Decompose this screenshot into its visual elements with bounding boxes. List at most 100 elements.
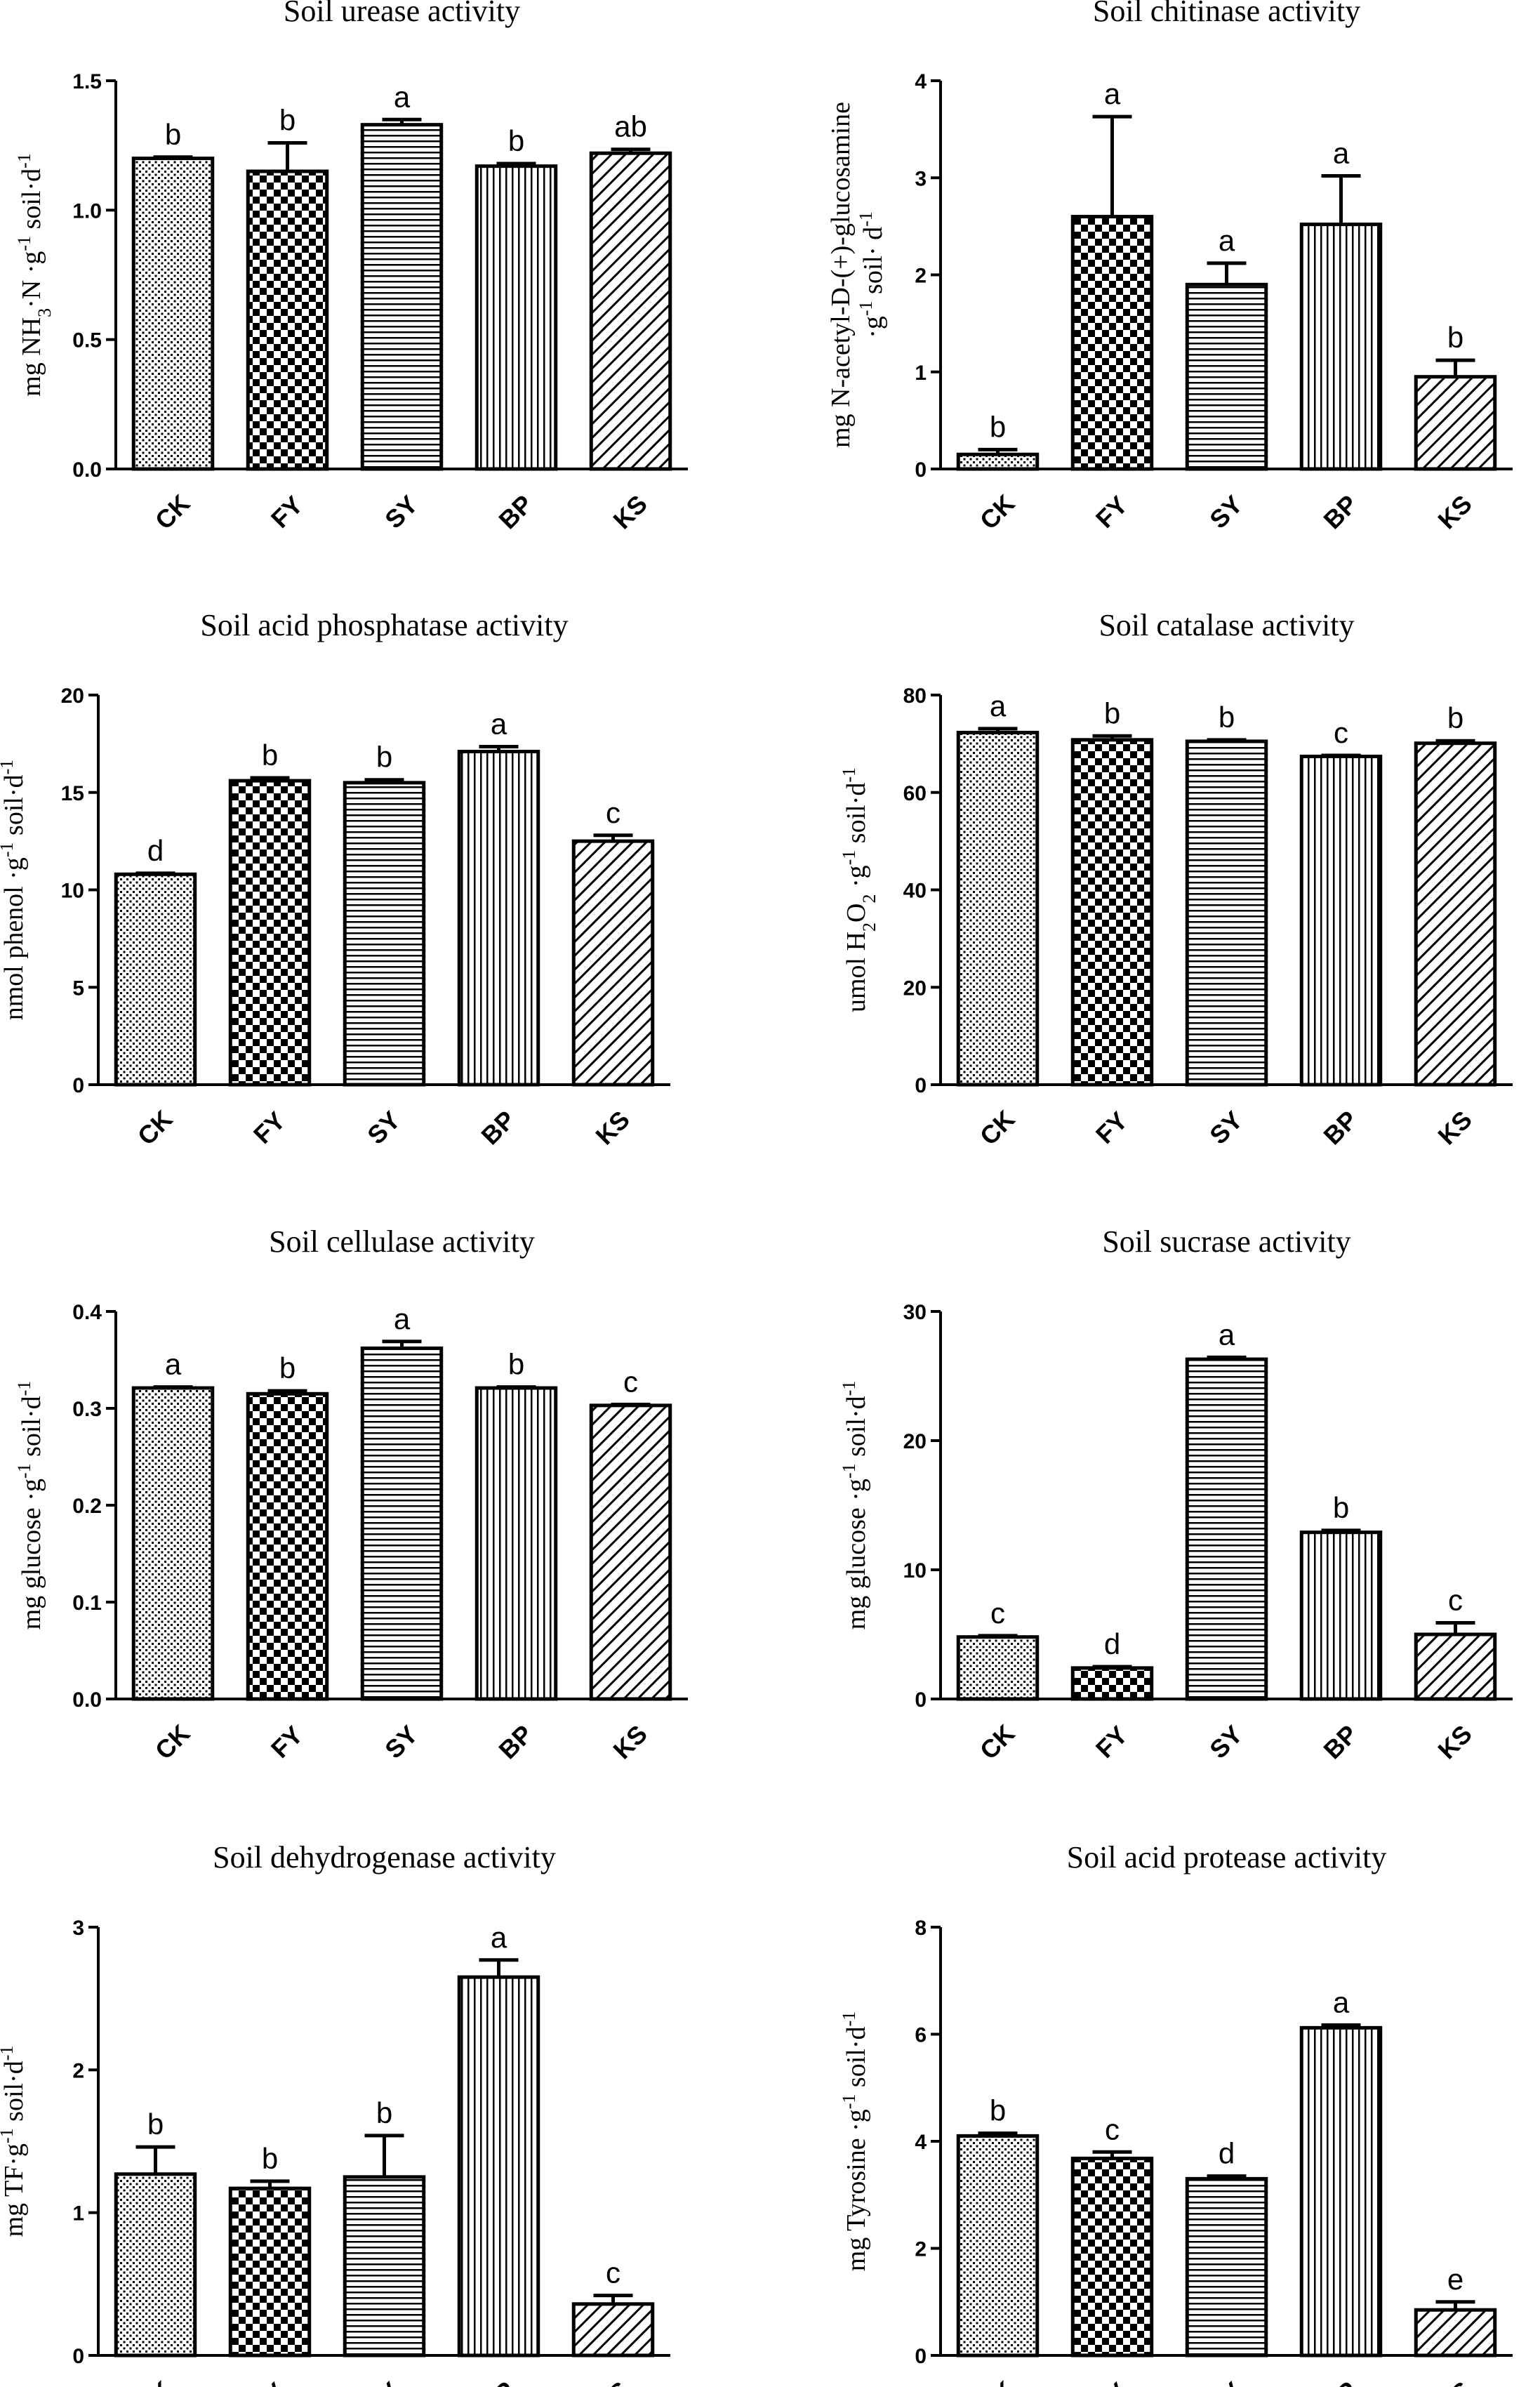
- x-tick-label-fy: FY: [1090, 490, 1134, 534]
- error-bar-fy: [1092, 734, 1132, 740]
- y-axis-label-part: -1: [839, 2011, 859, 2027]
- y-axis-label-part: -1: [856, 300, 876, 316]
- error-bar-sy: [1207, 738, 1247, 742]
- bar-bp: [457, 1975, 540, 2358]
- y-tick-label: 0: [915, 1688, 927, 1712]
- bar-bp: [457, 749, 540, 1087]
- y-axis-label-part: mg Tyrosine ·g: [842, 2109, 871, 2271]
- y-axis-label-part: soil·d: [0, 2061, 29, 2128]
- significance-letter: c: [1334, 716, 1348, 749]
- error-bar-ks: [1435, 358, 1475, 377]
- y-tick-label: 6: [915, 2024, 927, 2047]
- bar-sy: [360, 1346, 444, 1701]
- y-axis-label-part: -1: [839, 1463, 859, 1479]
- y-axis-label-part: -1: [14, 236, 34, 251]
- error-bar-ck: [978, 2131, 1018, 2136]
- significance-letter: a: [491, 1921, 507, 1954]
- y-axis-label-part: ·g: [858, 316, 888, 338]
- significance-letter: b: [1219, 701, 1235, 734]
- x-tick-label-bp: BP: [475, 1105, 520, 1150]
- y-tick-label: 0.2: [72, 1495, 102, 1518]
- significance-letter: d: [1104, 1627, 1120, 1660]
- y-tick-label: 4: [915, 2131, 927, 2154]
- y-axis-label-part: 2: [859, 894, 879, 904]
- y-axis-label: mg TF·g-1 soil·d-1: [0, 2046, 29, 2237]
- chart-title: Soil catalase activity: [1098, 608, 1354, 642]
- y-axis-label-part: soil·d: [17, 168, 46, 236]
- significance-letter: a: [394, 1302, 411, 1335]
- y-axis-label: ·g-1 soil· d-1: [856, 211, 889, 338]
- x-tick-label-fy: FY: [265, 490, 309, 534]
- error-bar-bp: [1321, 2023, 1361, 2028]
- x-tick-label-sy: SY: [1204, 2376, 1248, 2387]
- significance-letter: a: [394, 80, 411, 113]
- error-bar-ck: [978, 1634, 1018, 1638]
- error-bar-bp: [496, 161, 536, 166]
- bar-ks: [1414, 1632, 1497, 1701]
- significance-letter: c: [1448, 1583, 1463, 1616]
- y-axis-label-part: -1: [0, 760, 17, 775]
- y-tick-label: 1: [915, 362, 927, 385]
- y-axis-label-part: soil·d: [17, 1396, 46, 1463]
- significance-letter: b: [1447, 701, 1463, 734]
- y-axis-label-part: umol H: [842, 932, 871, 1012]
- bar-sy: [343, 781, 426, 1087]
- significance-letter: e: [1447, 2263, 1463, 2296]
- y-axis-label-part: -1: [0, 2046, 17, 2061]
- significance-letter: b: [990, 410, 1006, 443]
- chart-panel-soil-sucrase-activity: Soil sucrase activity 0 10 20 30 mg glucose ·…: [839, 1224, 1513, 1765]
- y-axis-label-part: -1: [0, 842, 17, 857]
- significance-letter: b: [376, 2096, 392, 2129]
- significance-letter: a: [990, 689, 1007, 722]
- y-axis-label: mg glucose ·g-1 soil·d-1: [839, 1381, 872, 1630]
- error-bar-bp: [1321, 1528, 1361, 1533]
- bar-ck: [131, 1386, 215, 1701]
- error-bar-sy: [1207, 1355, 1247, 1360]
- y-axis-label-part: soil·d: [842, 1396, 871, 1463]
- x-tick-label-ck: CK: [150, 489, 196, 535]
- y-tick-label: 1.0: [72, 199, 102, 223]
- error-bar-ck: [978, 727, 1018, 733]
- error-bar-fy: [250, 2179, 290, 2189]
- x-tick-label-ks: KS: [607, 489, 652, 534]
- y-axis-label: umol H2O2 ·g-1 soil·d-1: [839, 767, 879, 1012]
- bar-fy: [1070, 215, 1154, 471]
- y-axis-label-part: mg glucose ·g: [17, 1479, 46, 1629]
- y-tick-label: 2: [915, 2238, 927, 2261]
- bar-bp: [1299, 754, 1383, 1087]
- y-axis-label-part: -1: [14, 1381, 34, 1396]
- y-tick-label: 1.5: [72, 70, 102, 93]
- bar-fy: [1070, 1666, 1154, 1701]
- y-tick-label: 0: [915, 1074, 927, 1097]
- y-tick-label: 0: [72, 1074, 84, 1097]
- y-tick-label: 20: [903, 977, 927, 1000]
- bar-ks: [1414, 375, 1497, 471]
- error-bar-ck: [978, 447, 1018, 455]
- significance-letter: b: [1333, 1491, 1349, 1524]
- y-tick-label: 20: [61, 685, 84, 708]
- y-axis-label-part: -1: [839, 2094, 859, 2110]
- significance-letter: a: [1104, 77, 1121, 110]
- y-axis-label-part: 3: [34, 308, 55, 317]
- x-tick-label-ks: KS: [1432, 489, 1477, 534]
- bar-ck: [956, 2134, 1040, 2358]
- significance-letter: c: [623, 1365, 638, 1398]
- x-tick-label-ck: CK: [132, 2375, 178, 2387]
- y-tick-label: 20: [903, 1430, 927, 1453]
- chart-panel-soil-acid-phosphatase-activity: Soil acid phosphatase activity 0 5 10 15 20 nm…: [0, 608, 670, 1151]
- x-tick-label-bp: BP: [493, 1719, 538, 1764]
- error-bar-fy: [267, 1389, 307, 1394]
- significance-letter: d: [147, 834, 164, 867]
- bar-ck: [114, 872, 197, 1087]
- error-bar-fy: [267, 140, 307, 172]
- x-tick-label-fy: FY: [1090, 1106, 1134, 1149]
- y-axis-label-part: O: [842, 904, 871, 923]
- y-tick-label: 4: [915, 70, 927, 93]
- y-axis-label-part: soil·d: [842, 783, 871, 850]
- bar-ck: [131, 157, 215, 471]
- error-bar-ks: [593, 833, 633, 842]
- x-tick-label-ck: CK: [974, 2375, 1021, 2387]
- x-tick-label-bp: BP: [1317, 2376, 1362, 2387]
